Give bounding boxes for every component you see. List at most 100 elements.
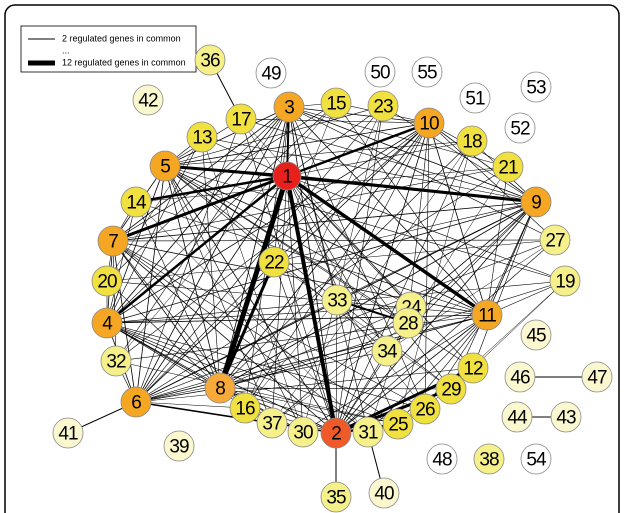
edge	[486, 201, 537, 316]
node-label: 44	[507, 408, 528, 429]
edge	[115, 102, 337, 362]
node	[258, 246, 290, 278]
edge	[286, 175, 452, 390]
edge	[135, 166, 509, 203]
edge	[219, 140, 473, 389]
node-label: 3	[284, 98, 294, 119]
edge	[112, 174, 288, 243]
node	[392, 307, 424, 339]
node	[504, 112, 536, 144]
edge	[240, 118, 537, 203]
edge	[112, 240, 221, 389]
edge	[106, 175, 288, 324]
node	[91, 307, 123, 339]
edge	[135, 175, 288, 403]
edge	[336, 122, 430, 301]
edge	[218, 261, 276, 389]
edge	[240, 118, 430, 124]
edge	[135, 174, 288, 204]
edge	[428, 122, 556, 241]
edge	[201, 136, 537, 203]
edge	[106, 280, 488, 316]
edge	[288, 106, 337, 434]
edge	[219, 387, 304, 433]
node-label: 30	[293, 423, 313, 444]
node-label: 40	[374, 484, 394, 505]
node-label: 12	[463, 359, 483, 380]
edge	[106, 314, 488, 324]
node	[320, 417, 352, 449]
node	[163, 430, 195, 462]
node-label: 2	[331, 424, 341, 445]
legend-text: ...	[62, 45, 70, 55]
edge	[135, 106, 290, 403]
edge	[244, 299, 338, 409]
edge	[472, 201, 537, 369]
node	[97, 225, 129, 257]
edge	[106, 322, 426, 410]
node-label: 10	[419, 114, 439, 135]
edge	[335, 122, 430, 434]
node-label: 20	[97, 272, 117, 293]
node	[520, 186, 552, 218]
edge	[112, 239, 556, 242]
edge	[135, 166, 509, 403]
node-label: 32	[106, 352, 126, 373]
legend-text: 12 regulated genes in common	[62, 57, 186, 67]
edge	[424, 314, 488, 410]
legend: 2 regulated genes in common ... 12 regul…	[20, 25, 197, 73]
node	[321, 284, 353, 316]
edge	[288, 106, 338, 301]
node	[204, 372, 236, 404]
node-label: 4	[102, 314, 113, 335]
edge	[286, 175, 412, 308]
node-label: 36	[200, 51, 220, 72]
node	[256, 407, 288, 439]
edge	[286, 174, 488, 317]
edge	[164, 106, 290, 167]
edge	[288, 106, 509, 168]
edge	[273, 261, 452, 390]
node-label: 22	[264, 253, 284, 274]
node	[320, 87, 352, 119]
node	[364, 56, 396, 88]
node	[520, 319, 552, 351]
node	[272, 161, 302, 191]
edge	[273, 201, 537, 263]
edge	[135, 401, 246, 409]
node-label: 34	[377, 342, 398, 363]
edge	[106, 322, 221, 389]
edge	[286, 174, 537, 204]
edge	[302, 105, 384, 433]
node-label: 17	[231, 110, 251, 131]
node	[520, 71, 552, 103]
edge	[286, 121, 430, 178]
edge	[240, 118, 388, 352]
edge	[135, 314, 488, 403]
node-label: 28	[398, 314, 418, 335]
node	[352, 416, 384, 448]
edge	[106, 322, 369, 433]
edge	[112, 240, 337, 434]
edge	[273, 261, 337, 434]
node	[149, 150, 181, 182]
edge	[106, 201, 537, 324]
edge	[201, 136, 221, 389]
edge	[135, 165, 166, 403]
edge	[112, 240, 117, 362]
edge	[286, 175, 474, 369]
node-label: 47	[587, 368, 607, 389]
edge	[106, 280, 221, 389]
edge	[106, 201, 137, 324]
edge	[244, 407, 337, 434]
edge	[335, 239, 556, 434]
edge	[472, 280, 566, 369]
edge	[271, 175, 288, 424]
edge	[106, 239, 556, 282]
node-label: 49	[261, 64, 281, 85]
node	[229, 392, 261, 424]
edge	[164, 165, 273, 424]
edge	[428, 122, 488, 316]
node-label: 7	[108, 232, 118, 253]
edge	[286, 175, 388, 352]
